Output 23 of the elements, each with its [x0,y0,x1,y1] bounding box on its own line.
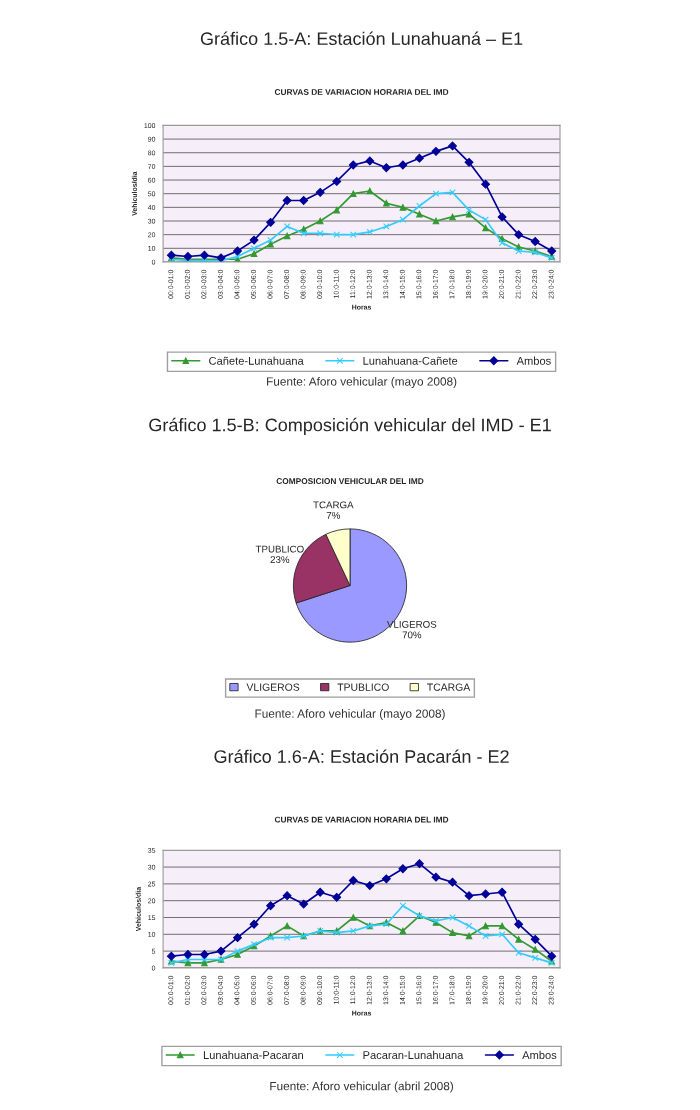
chart-subtitle: CURVAS DE VARIACION HORARIA DEL IMD [274,816,449,823]
source-note: Fuente: Aforo vehicular (mayo 2008) [255,709,445,721]
chart-title: Gráfico 1.5-A: Estación Lunahuaná – E1 [200,31,523,46]
legend-label: TCARGA [427,683,471,691]
chart-title: Gráfico 1.6-A: Estación Pacarán - E2 [214,749,509,763]
legend-label: Lunahuana-Cañete [363,356,458,365]
chart-subtitle: CURVAS DE VARIACION HORARIA DEL IMD [274,89,449,95]
chart-subtitle: COMPOSICION VEHICULAR DEL IMD [276,478,424,485]
legend-label: TPUBLICO [337,683,389,691]
source-note: Fuente: Aforo vehicular (mayo 2008) [267,377,457,389]
legend-label: VLIGEROS [246,683,300,691]
slice-label: TCARGA [313,501,354,509]
chart-title: Gráfico 1.5-B: Composición vehicular del IMD - E1 [149,417,551,435]
source-note: Fuente: Aforo vehicular (abril 2008) [270,1081,454,1093]
data-label: 23% [270,556,290,564]
legend-label: Cañete-Lunahuana [209,356,304,365]
legend-label: Ambos [516,356,551,365]
legend-label: Ambos [522,1050,557,1060]
legend-label: Lunahuana-Pacaran [203,1050,303,1060]
legend-label: Pacaran-Lunahuana [363,1050,464,1060]
data-label: 70% [402,631,422,639]
data-label: 7% [326,511,341,519]
slice-label: TPUBLICO [255,545,304,553]
